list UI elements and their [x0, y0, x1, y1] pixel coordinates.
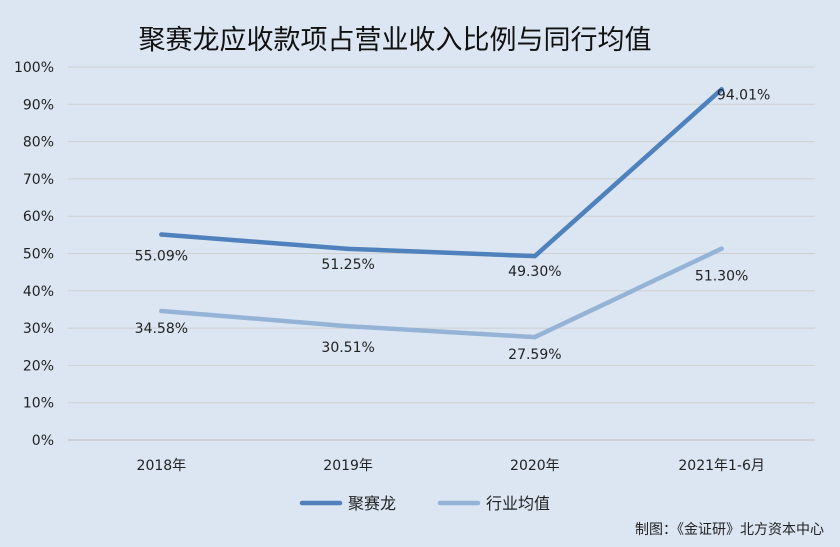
- data-label: 55.09%: [135, 249, 188, 265]
- x-axis-ticks: 2018年 2019年 2020年 2021年1-6月: [137, 458, 765, 474]
- y-tick-label: 60%: [23, 209, 54, 225]
- y-tick-label: 70%: [23, 172, 54, 188]
- y-tick-label: 100%: [14, 60, 54, 76]
- series-lines: [159, 87, 724, 340]
- x-tick-label: 2021年1-6月: [678, 458, 765, 474]
- data-label: 34.58%: [135, 321, 188, 337]
- chart-title: 聚赛龙应收款项占营业收入比例与同行均值: [138, 25, 652, 56]
- y-tick-label: 80%: [23, 135, 54, 151]
- data-point: [345, 246, 351, 252]
- y-tick-label: 90%: [23, 97, 54, 113]
- y-tick-label: 10%: [23, 396, 54, 412]
- legend-label: 行业均值: [486, 494, 550, 513]
- data-label: 51.25%: [321, 257, 374, 273]
- y-tick-label: 50%: [23, 247, 54, 263]
- series-line-2: [159, 246, 724, 340]
- data-point: [719, 87, 724, 92]
- y-tick-label: 0%: [32, 433, 54, 449]
- source-note: 制图：《金证研》北方资本中心: [635, 522, 824, 538]
- x-tick-label: 2020年: [510, 458, 560, 474]
- x-tick-label: 2018年: [137, 458, 187, 474]
- y-tick-label: 40%: [23, 284, 54, 300]
- data-point: [345, 323, 351, 329]
- data-label: 51.30%: [695, 269, 748, 285]
- y-tick-label: 30%: [23, 321, 54, 337]
- data-point: [532, 334, 538, 340]
- series-line-1: [159, 87, 724, 259]
- data-label: 27.59%: [508, 347, 561, 363]
- data-point: [159, 232, 164, 237]
- y-axis-ticks: 0% 10% 20% 30% 40% 50% 60% 70% 80% 90% 100%: [14, 60, 54, 449]
- gridlines: [68, 66, 815, 441]
- data-labels: 55.09% 51.25% 49.30% 94.01% 34.58% 30.51% 27.5…: [135, 87, 771, 363]
- data-point: [719, 246, 724, 251]
- legend: 聚赛龙 行业均值: [299, 494, 550, 513]
- data-label: 94.01%: [717, 87, 770, 103]
- data-label: 30.51%: [321, 340, 374, 356]
- data-point: [159, 308, 164, 314]
- x-tick-label: 2019年: [323, 458, 373, 474]
- legend-label: 聚赛龙: [348, 494, 396, 513]
- data-label: 49.30%: [508, 264, 561, 280]
- data-point: [532, 253, 538, 259]
- y-tick-label: 20%: [23, 358, 54, 374]
